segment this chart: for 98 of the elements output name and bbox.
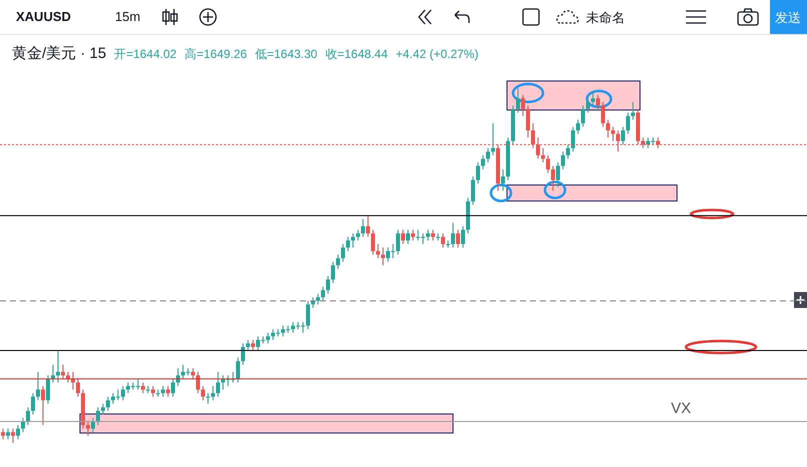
candlestick (406, 229, 410, 244)
text: 收=1648.44 (325, 47, 388, 61)
candlestick (246, 339, 250, 352)
candlestick (341, 244, 345, 262)
candlestick (596, 94, 600, 110)
candlestick (476, 162, 480, 184)
candlestick (6, 428, 10, 440)
candlestick (56, 350, 60, 383)
candlestick (91, 417, 95, 433)
candlestick (121, 386, 125, 401)
candlestick (331, 261, 335, 284)
candlestick (451, 222, 455, 248)
candlestick (541, 148, 545, 163)
candlestick (266, 332, 270, 344)
candlestick (581, 105, 585, 128)
candlestick (211, 386, 215, 401)
candlestick (321, 286, 325, 302)
candlestick (431, 229, 435, 241)
candlestick (481, 154, 485, 170)
candlestick (526, 105, 530, 138)
candlestick (251, 339, 255, 352)
candlestick (441, 232, 445, 248)
candlestick (236, 357, 240, 383)
candlestick (26, 406, 30, 426)
candlestick (151, 386, 155, 398)
candlestick (86, 421, 90, 436)
text: 未命名 (586, 10, 625, 25)
candlestick (381, 247, 385, 266)
candlestick (1, 428, 5, 440)
candlestick (106, 396, 110, 412)
candlestick (36, 371, 40, 401)
candlestick (471, 176, 475, 206)
candlestick (566, 144, 570, 160)
candlestick (206, 392, 210, 404)
chart-title: 黄金/美元 · 15 (12, 45, 106, 62)
candlestick (371, 229, 375, 256)
candlestick (31, 392, 35, 415)
text: 高=1649.26 (184, 47, 247, 61)
candlestick (76, 378, 80, 398)
candlestick (141, 382, 145, 394)
text: VX (671, 400, 692, 417)
candlestick (201, 386, 205, 401)
candlestick (631, 101, 635, 120)
text: 发送 (775, 10, 801, 25)
candlestick (556, 162, 560, 188)
candlestick (561, 151, 565, 170)
candlestick (411, 229, 415, 241)
text: 低=1643.30 (254, 47, 318, 61)
candlestick (551, 165, 555, 192)
candlestick (21, 417, 25, 433)
candlestick (621, 126, 625, 146)
candlestick (501, 168, 505, 192)
candlestick (216, 371, 220, 398)
candlestick (101, 403, 105, 415)
candlestick (591, 90, 595, 106)
candlestick (46, 374, 50, 404)
candlestick (396, 229, 400, 256)
candlestick (161, 386, 165, 398)
text: 开=1644.02 (114, 47, 177, 61)
candlestick (401, 229, 405, 244)
candlestick (516, 87, 520, 114)
candlestick (456, 229, 460, 248)
candlestick (461, 226, 465, 248)
candlestick (306, 300, 310, 330)
candlestick (346, 236, 350, 252)
candlestick (356, 229, 360, 241)
candlestick (626, 112, 630, 134)
candlestick (376, 244, 380, 259)
candlestick (241, 342, 245, 366)
candlestick (196, 371, 200, 394)
candlestick (191, 368, 195, 380)
candlestick (366, 215, 370, 238)
text: 15m (115, 9, 140, 24)
candlestick (16, 424, 20, 440)
candlestick (586, 98, 590, 114)
candlestick (611, 126, 615, 142)
candlestick (491, 122, 495, 156)
candlestick (426, 229, 430, 241)
candlestick (11, 428, 15, 444)
candlestick (316, 293, 320, 305)
candlestick (41, 386, 45, 426)
text: XAUUSD (16, 9, 71, 24)
candlestick (96, 406, 100, 426)
candlestick (171, 378, 175, 398)
candlestick (571, 126, 575, 152)
candlestick (606, 119, 610, 138)
candlestick (61, 364, 65, 380)
candlestick (351, 232, 355, 248)
text: +4.42 (+0.27%) (396, 47, 478, 61)
candlestick (576, 119, 580, 134)
candlestick (546, 154, 550, 174)
candlestick (361, 218, 365, 238)
candlestick (521, 94, 525, 117)
candlestick (486, 148, 490, 163)
candlestick (601, 101, 605, 128)
candlestick (166, 386, 170, 398)
candlestick (336, 254, 340, 270)
candlestick (326, 275, 330, 294)
